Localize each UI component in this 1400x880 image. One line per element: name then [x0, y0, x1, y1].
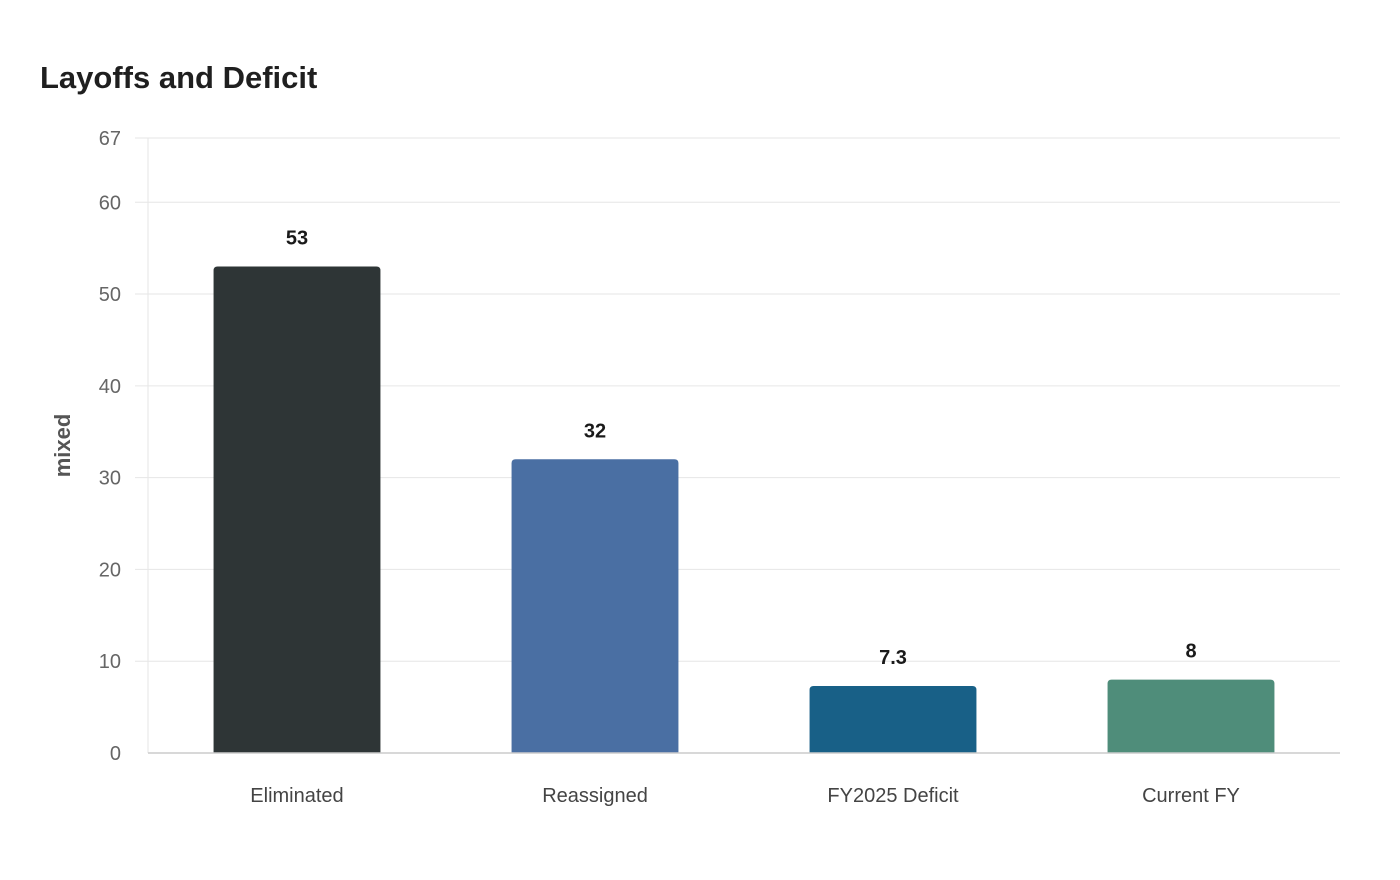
y-tick-label: 10: [99, 651, 121, 673]
bar-reassigned: [511, 459, 679, 753]
bar-eliminated: [213, 266, 381, 753]
data-label: 7.3: [879, 647, 907, 669]
axis-layer: [147, 138, 1340, 754]
x-tick-label: FY2025 Deficit: [827, 785, 959, 807]
y-tick-label: 0: [110, 743, 121, 765]
bar-fy2025-deficit: [809, 685, 977, 753]
data-label: 32: [584, 420, 606, 442]
x-tick-label: Reassigned: [542, 785, 648, 807]
y-tick-label: 30: [99, 468, 121, 490]
y-tick-label: 67: [99, 128, 121, 150]
chart-title: Layoffs and Deficit: [40, 60, 318, 95]
x-tick-label: Eliminated: [250, 785, 343, 807]
data-label: 53: [286, 228, 308, 250]
labels-layer: 0 10 20 30 40 50 60 67 53 Eliminated 32 Reassigned 7…: [99, 128, 1240, 807]
data-label: 8: [1185, 641, 1196, 663]
x-tick-label: Current FY: [1142, 785, 1240, 807]
y-tick-label: 20: [99, 559, 121, 581]
bar-current-fy: [1107, 679, 1275, 753]
y-tick-label: 40: [99, 376, 121, 398]
y-axis-title: mixed: [50, 414, 75, 478]
bars-layer: [213, 266, 1275, 753]
y-tick-label: 60: [99, 192, 121, 214]
y-tick-label: 50: [99, 284, 121, 306]
